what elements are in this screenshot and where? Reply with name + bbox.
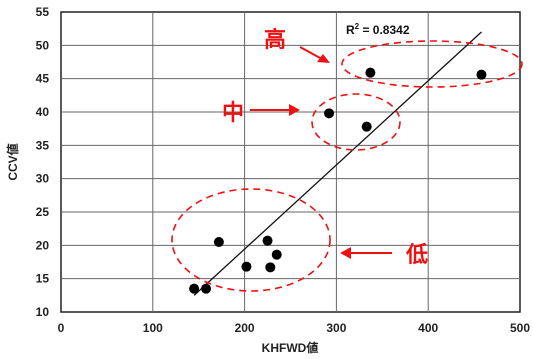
- x-tick-label: 200: [235, 321, 255, 335]
- y-tick-label: 55: [36, 5, 50, 19]
- y-tick-labels: 10 15 20 25 30 35 40 45 50 55: [36, 5, 50, 319]
- trend-line: [193, 31, 482, 296]
- r-squared-label: R2 = 0.8342: [346, 22, 410, 37]
- x-tick-label: 300: [326, 321, 346, 335]
- high-group-ellipse: [341, 40, 523, 88]
- y-tick-label: 50: [36, 38, 50, 52]
- low-group-ellipse: [171, 188, 331, 292]
- y-axis-label: CCV値: [5, 143, 20, 180]
- y-tick-label: 10: [36, 305, 50, 319]
- data-point: [361, 121, 372, 132]
- x-axis-label: KHFWD値: [262, 340, 319, 355]
- data-point: [476, 69, 487, 80]
- data-point: [265, 262, 276, 273]
- mid-arrow: [250, 104, 300, 116]
- data-point: [324, 108, 335, 119]
- y-tick-label: 20: [36, 238, 50, 252]
- annotation-high: 高: [264, 27, 286, 53]
- data-points: [189, 67, 487, 294]
- annotation-mid: 中: [222, 101, 244, 126]
- low-arrow: [340, 247, 392, 259]
- y-tick-label: 30: [36, 172, 50, 186]
- mid-group-ellipse: [311, 93, 401, 151]
- data-point: [241, 261, 252, 272]
- y-tick-label: 35: [36, 138, 50, 152]
- data-point: [189, 283, 200, 294]
- high-arrow: [299, 46, 330, 63]
- y-tick-label: 40: [36, 105, 50, 119]
- data-point: [262, 235, 273, 246]
- x-tick-labels: 0 100 200 300 400 500: [58, 321, 531, 335]
- data-point: [201, 283, 212, 294]
- data-point: [271, 249, 282, 260]
- annotation-low: 低: [405, 243, 428, 268]
- data-point: [213, 237, 224, 247]
- plot-area: [60, 11, 521, 313]
- x-tick-label: 0: [58, 321, 65, 335]
- y-tick-label: 45: [36, 72, 50, 86]
- x-tick-label: 400: [418, 321, 438, 335]
- grid-lines: [61, 12, 520, 312]
- x-tick-label: 100: [143, 321, 163, 335]
- y-tick-label: 25: [36, 205, 50, 219]
- y-tick-label: 15: [36, 272, 50, 286]
- data-point: [365, 67, 376, 78]
- x-tick-label: 500: [510, 321, 530, 335]
